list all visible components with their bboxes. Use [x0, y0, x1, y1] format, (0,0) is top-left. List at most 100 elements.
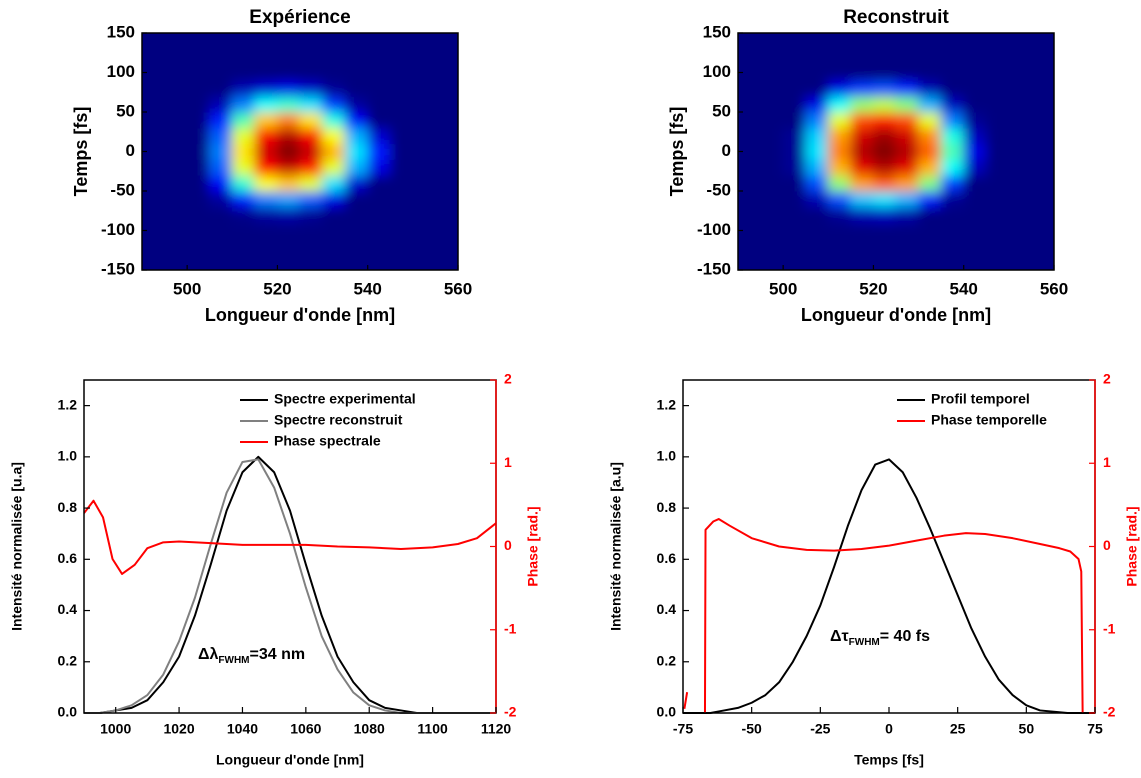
- heatmap-cell: [186, 253, 211, 270]
- series-line: [84, 458, 496, 714]
- heatmap-cell: [209, 174, 233, 192]
- heatmap-cell: [344, 174, 369, 192]
- heatmap-cell: [412, 111, 436, 129]
- heatmap-cell: [209, 206, 233, 224]
- heatmap-cell: [918, 158, 942, 176]
- x-axis-label: Longueur d'onde [nm]: [216, 752, 364, 768]
- y-tick-label: 0: [126, 141, 135, 160]
- heatmap-cell: [142, 237, 166, 255]
- heatmap-cell: [254, 222, 278, 239]
- heatmap-cell: [276, 127, 301, 145]
- heatmap-cell: [412, 33, 436, 50]
- heatmap-cell: [918, 190, 942, 208]
- heatmap-cell: [782, 190, 807, 208]
- x-axis-label: Temps [fs]: [854, 752, 924, 768]
- heatmap-cell: [367, 33, 391, 50]
- heatmap-cell: [895, 48, 920, 66]
- heatmap-cell: [434, 158, 458, 176]
- heatmap-cell: [209, 253, 233, 270]
- heatmap-cell: [850, 174, 874, 192]
- series-line: [84, 499, 496, 575]
- x-tick-label: 1000: [100, 721, 131, 737]
- heatmap-cell: [142, 79, 166, 97]
- heatmap-cell: [367, 158, 391, 176]
- heatmap-cell: [412, 127, 436, 145]
- heatmap-cell: [1030, 206, 1054, 224]
- y2-tick-label: 0: [504, 537, 512, 553]
- heatmap-cell: [434, 190, 458, 208]
- heatmap-cell: [344, 158, 369, 176]
- y-tick-label: 50: [116, 101, 135, 120]
- heatmap-cell: [940, 253, 965, 270]
- x-tick-label: 520: [263, 279, 291, 298]
- heatmap-cell: [389, 127, 414, 145]
- heatmap-cell: [738, 48, 762, 66]
- heatmap-cell: [940, 143, 965, 160]
- heatmap-cell: [299, 111, 324, 129]
- heatmap-cell: [895, 143, 920, 160]
- heatmap-cell: [805, 95, 829, 113]
- heatmap-cell: [186, 143, 211, 160]
- plot-area: [683, 458, 1095, 714]
- heatmap-cell: [782, 174, 807, 192]
- heatmap-cell: [1008, 33, 1032, 50]
- heatmap-cell: [299, 174, 324, 192]
- heatmap-cell: [322, 95, 346, 113]
- y2-axis-label: Phase [rad.]: [525, 506, 541, 586]
- heatmap-cell: [389, 33, 414, 50]
- heatmap-cell: [895, 174, 920, 192]
- heatmap-cell: [827, 158, 852, 176]
- heatmap-cell: [782, 79, 807, 97]
- heatmap-cell: [782, 111, 807, 129]
- heatmap-cell: [434, 253, 458, 270]
- heatmap-cell: [760, 33, 784, 50]
- heatmap-cell: [299, 237, 324, 255]
- heatmap-cell: [1030, 64, 1054, 81]
- heatmap-cell: [827, 79, 852, 97]
- heatmap-cell: [985, 190, 1010, 208]
- heatmap-cell: [827, 48, 852, 66]
- heatmap-cell: [1008, 127, 1032, 145]
- heatmap-cell: [412, 143, 436, 160]
- heatmap-cell: [389, 206, 414, 224]
- heatmap-cell: [850, 158, 874, 176]
- heatmap-cell: [782, 206, 807, 224]
- heatmap-cell: [164, 143, 188, 160]
- y-tick-label: 1.0: [657, 448, 677, 464]
- x-tick-label: 0: [885, 721, 893, 737]
- heatmap-cell: [299, 79, 324, 97]
- plot-area: [84, 455, 496, 714]
- heatmap-cell: [389, 64, 414, 81]
- heatmap-cell: [164, 253, 188, 270]
- heatmap-cell: [322, 143, 346, 160]
- heatmap-cell: [322, 174, 346, 192]
- heatmap-cell: [963, 158, 987, 176]
- heatmap-cell: [231, 33, 256, 50]
- heatmap-cell: [985, 237, 1010, 255]
- annotation-symbol: Δλ: [198, 646, 219, 663]
- y-tick-label: 100: [703, 62, 731, 81]
- heatmap-cell: [367, 237, 391, 255]
- heatmap-cell: [434, 174, 458, 192]
- heatmap-cell: [805, 253, 829, 270]
- heatmap-cell: [985, 33, 1010, 50]
- heatmap-cell: [231, 64, 256, 81]
- heatmap-cell: [389, 111, 414, 129]
- x-tick-label: 25: [950, 721, 966, 737]
- y-tick-label: 0.0: [657, 704, 677, 720]
- heatmap-cell: [434, 143, 458, 160]
- heatmap-cell: [850, 111, 874, 129]
- heatmap-cell: [412, 48, 436, 66]
- heatmap-cell: [299, 33, 324, 50]
- heatmap-cell: [209, 190, 233, 208]
- heatmap-cell: [344, 253, 369, 270]
- heatmap-cell: [738, 206, 762, 224]
- heatmap-cell: [142, 253, 166, 270]
- heatmap-cell: [940, 111, 965, 129]
- heatmap-cell: [760, 64, 784, 81]
- x-tick-label: 540: [354, 279, 382, 298]
- heatmap-cell: [805, 206, 829, 224]
- heatmap-cell: [299, 127, 324, 145]
- y-tick-label: 0.4: [657, 601, 677, 617]
